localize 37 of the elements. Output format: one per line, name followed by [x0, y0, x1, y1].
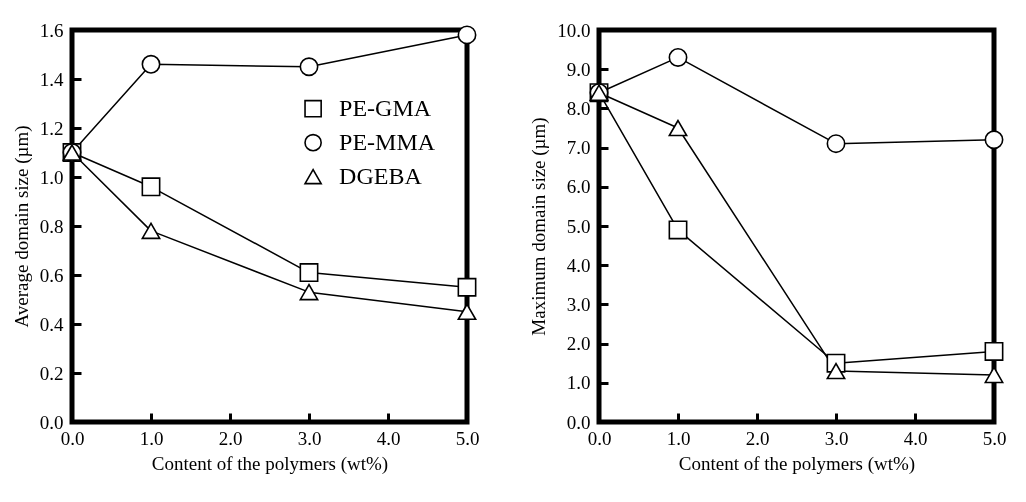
x-axis-title: Content of the polymers (wt%) — [151, 452, 389, 475]
x-tick-label: 2.0 — [218, 427, 243, 449]
x-tick-label: 5.0 — [455, 427, 480, 449]
y-axis-title: Average domain size (µm) — [10, 125, 33, 328]
y-tick-label: 0.6 — [39, 264, 64, 286]
x-tick-label: 4.0 — [903, 427, 928, 449]
y-tick-label: 6.0 — [566, 176, 591, 198]
y-tick-label: 1.4 — [39, 68, 64, 90]
y-tick-label: 2.0 — [566, 333, 591, 355]
y-tick-label: 4.0 — [566, 254, 591, 276]
x-axis-title: Content of the polymers (wt%) — [678, 452, 916, 475]
x-tick-label: 2.0 — [745, 427, 770, 449]
y-tick-label: 0.0 — [39, 411, 64, 433]
y-tick-label: 1.2 — [39, 117, 64, 139]
x-tick-label: 3.0 — [297, 427, 322, 449]
y-tick-label: 8.0 — [566, 97, 591, 119]
x-tick-label: 4.0 — [376, 427, 401, 449]
x-tick-label: 3.0 — [824, 427, 849, 449]
x-tick-label: 1.0 — [666, 427, 691, 449]
y-tick-label: 9.0 — [566, 58, 591, 80]
y-tick-label: 0.0 — [566, 411, 591, 433]
y-axis-title: Maximum domain size (µm) — [528, 117, 551, 336]
y-tick-label: 1.6 — [39, 19, 64, 41]
y-tick-label: 1.0 — [39, 166, 64, 188]
y-tick-label: 0.2 — [39, 362, 64, 384]
legend-label: DGEBA — [339, 162, 423, 189]
y-tick-label: 3.0 — [566, 293, 591, 315]
y-tick-label: 1.0 — [566, 372, 591, 394]
x-tick-label: 5.0 — [982, 427, 1007, 449]
y-tick-label: 0.4 — [39, 313, 64, 335]
legend-label: PE-GMA — [339, 94, 432, 121]
legend-label: PE-MMA — [339, 128, 436, 155]
x-tick-label: 1.0 — [139, 427, 164, 449]
y-tick-label: 7.0 — [566, 137, 591, 159]
y-tick-label: 10.0 — [557, 19, 591, 41]
y-tick-label: 5.0 — [566, 215, 591, 237]
y-tick-label: 0.8 — [39, 215, 64, 237]
